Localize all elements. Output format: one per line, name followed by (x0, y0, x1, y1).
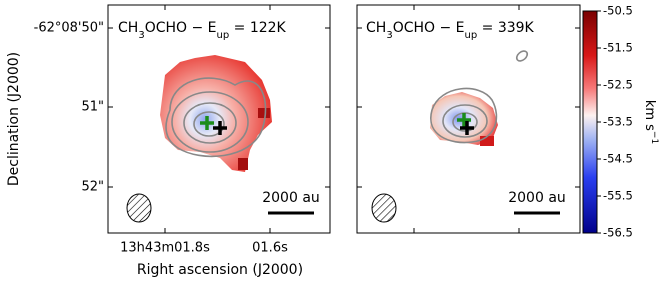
contour (165, 77, 267, 158)
colorbar-tick-label: -53.5 (603, 115, 633, 129)
panel-title: CH3OCHO − Eup = 339K (366, 20, 535, 41)
axis-tick (357, 5, 580, 233)
beam (371, 193, 397, 223)
x-tick-label: 13h43m01.8s (120, 241, 210, 256)
title-part: up (217, 30, 230, 41)
y-tick-label: 51" (81, 100, 104, 115)
title-part: OCHO − E (145, 20, 217, 36)
colorbar-tick-label: -50.5 (603, 4, 633, 18)
scalebar-label: 2000 au (262, 190, 320, 206)
velocity-map (480, 136, 494, 146)
colorbar-tick-label: -51.5 (603, 41, 633, 55)
title-part: OCHO − E (393, 20, 465, 36)
panel (107, 4, 331, 234)
title-part: CH (118, 20, 138, 36)
colorbar-tick-label: -56.5 (603, 226, 633, 240)
title-part: = 122K (229, 20, 286, 36)
colorbar-tick-label: -54.5 (603, 152, 633, 166)
x-axis-label: Right ascension (J2000) (137, 262, 303, 278)
velocity-map (258, 108, 270, 118)
contour (430, 87, 498, 144)
colorbar-tick-label: -52.5 (603, 78, 633, 92)
x-tick-label: 01.6s (252, 241, 288, 256)
contour (515, 50, 529, 62)
colorbar (582, 10, 598, 234)
contour (171, 91, 249, 153)
panel-title: CH3OCHO − Eup = 122K (118, 20, 287, 41)
axis-tick (108, 5, 330, 233)
scalebar-label: 2000 au (508, 190, 566, 206)
y-axis-label: Declination (J2000) (6, 52, 22, 186)
source-marker (213, 121, 227, 135)
colorbar-tick-label: -55.5 (603, 189, 633, 203)
colorbar-label: km s−1 (643, 100, 660, 144)
title-part: up (465, 30, 478, 41)
contour (442, 104, 488, 138)
source-marker (457, 113, 471, 127)
title-part: CH (366, 20, 386, 36)
title-part: 3 (386, 30, 392, 41)
contour (193, 111, 225, 137)
velocity-map (238, 158, 248, 170)
label-part: km s (643, 100, 658, 131)
title-part: 3 (138, 30, 144, 41)
source-marker (460, 121, 474, 135)
label-part: −1 (650, 131, 660, 144)
title-part: = 339K (477, 20, 534, 36)
contour (183, 102, 237, 144)
y-tick-label: 52" (81, 180, 104, 195)
frame (356, 4, 581, 234)
source-marker (200, 116, 214, 130)
frame (107, 4, 331, 234)
panel (356, 4, 581, 234)
beam (126, 193, 152, 223)
y-tick-label: -62°08'50" (34, 21, 104, 36)
